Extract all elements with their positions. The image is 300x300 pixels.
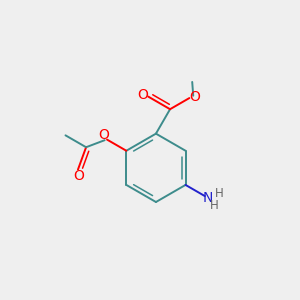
Text: N: N <box>202 191 213 205</box>
Text: H: H <box>215 187 224 200</box>
Text: H: H <box>210 199 219 212</box>
Text: O: O <box>99 128 110 142</box>
Text: O: O <box>74 169 84 182</box>
Text: O: O <box>189 90 200 104</box>
Text: O: O <box>137 88 148 102</box>
